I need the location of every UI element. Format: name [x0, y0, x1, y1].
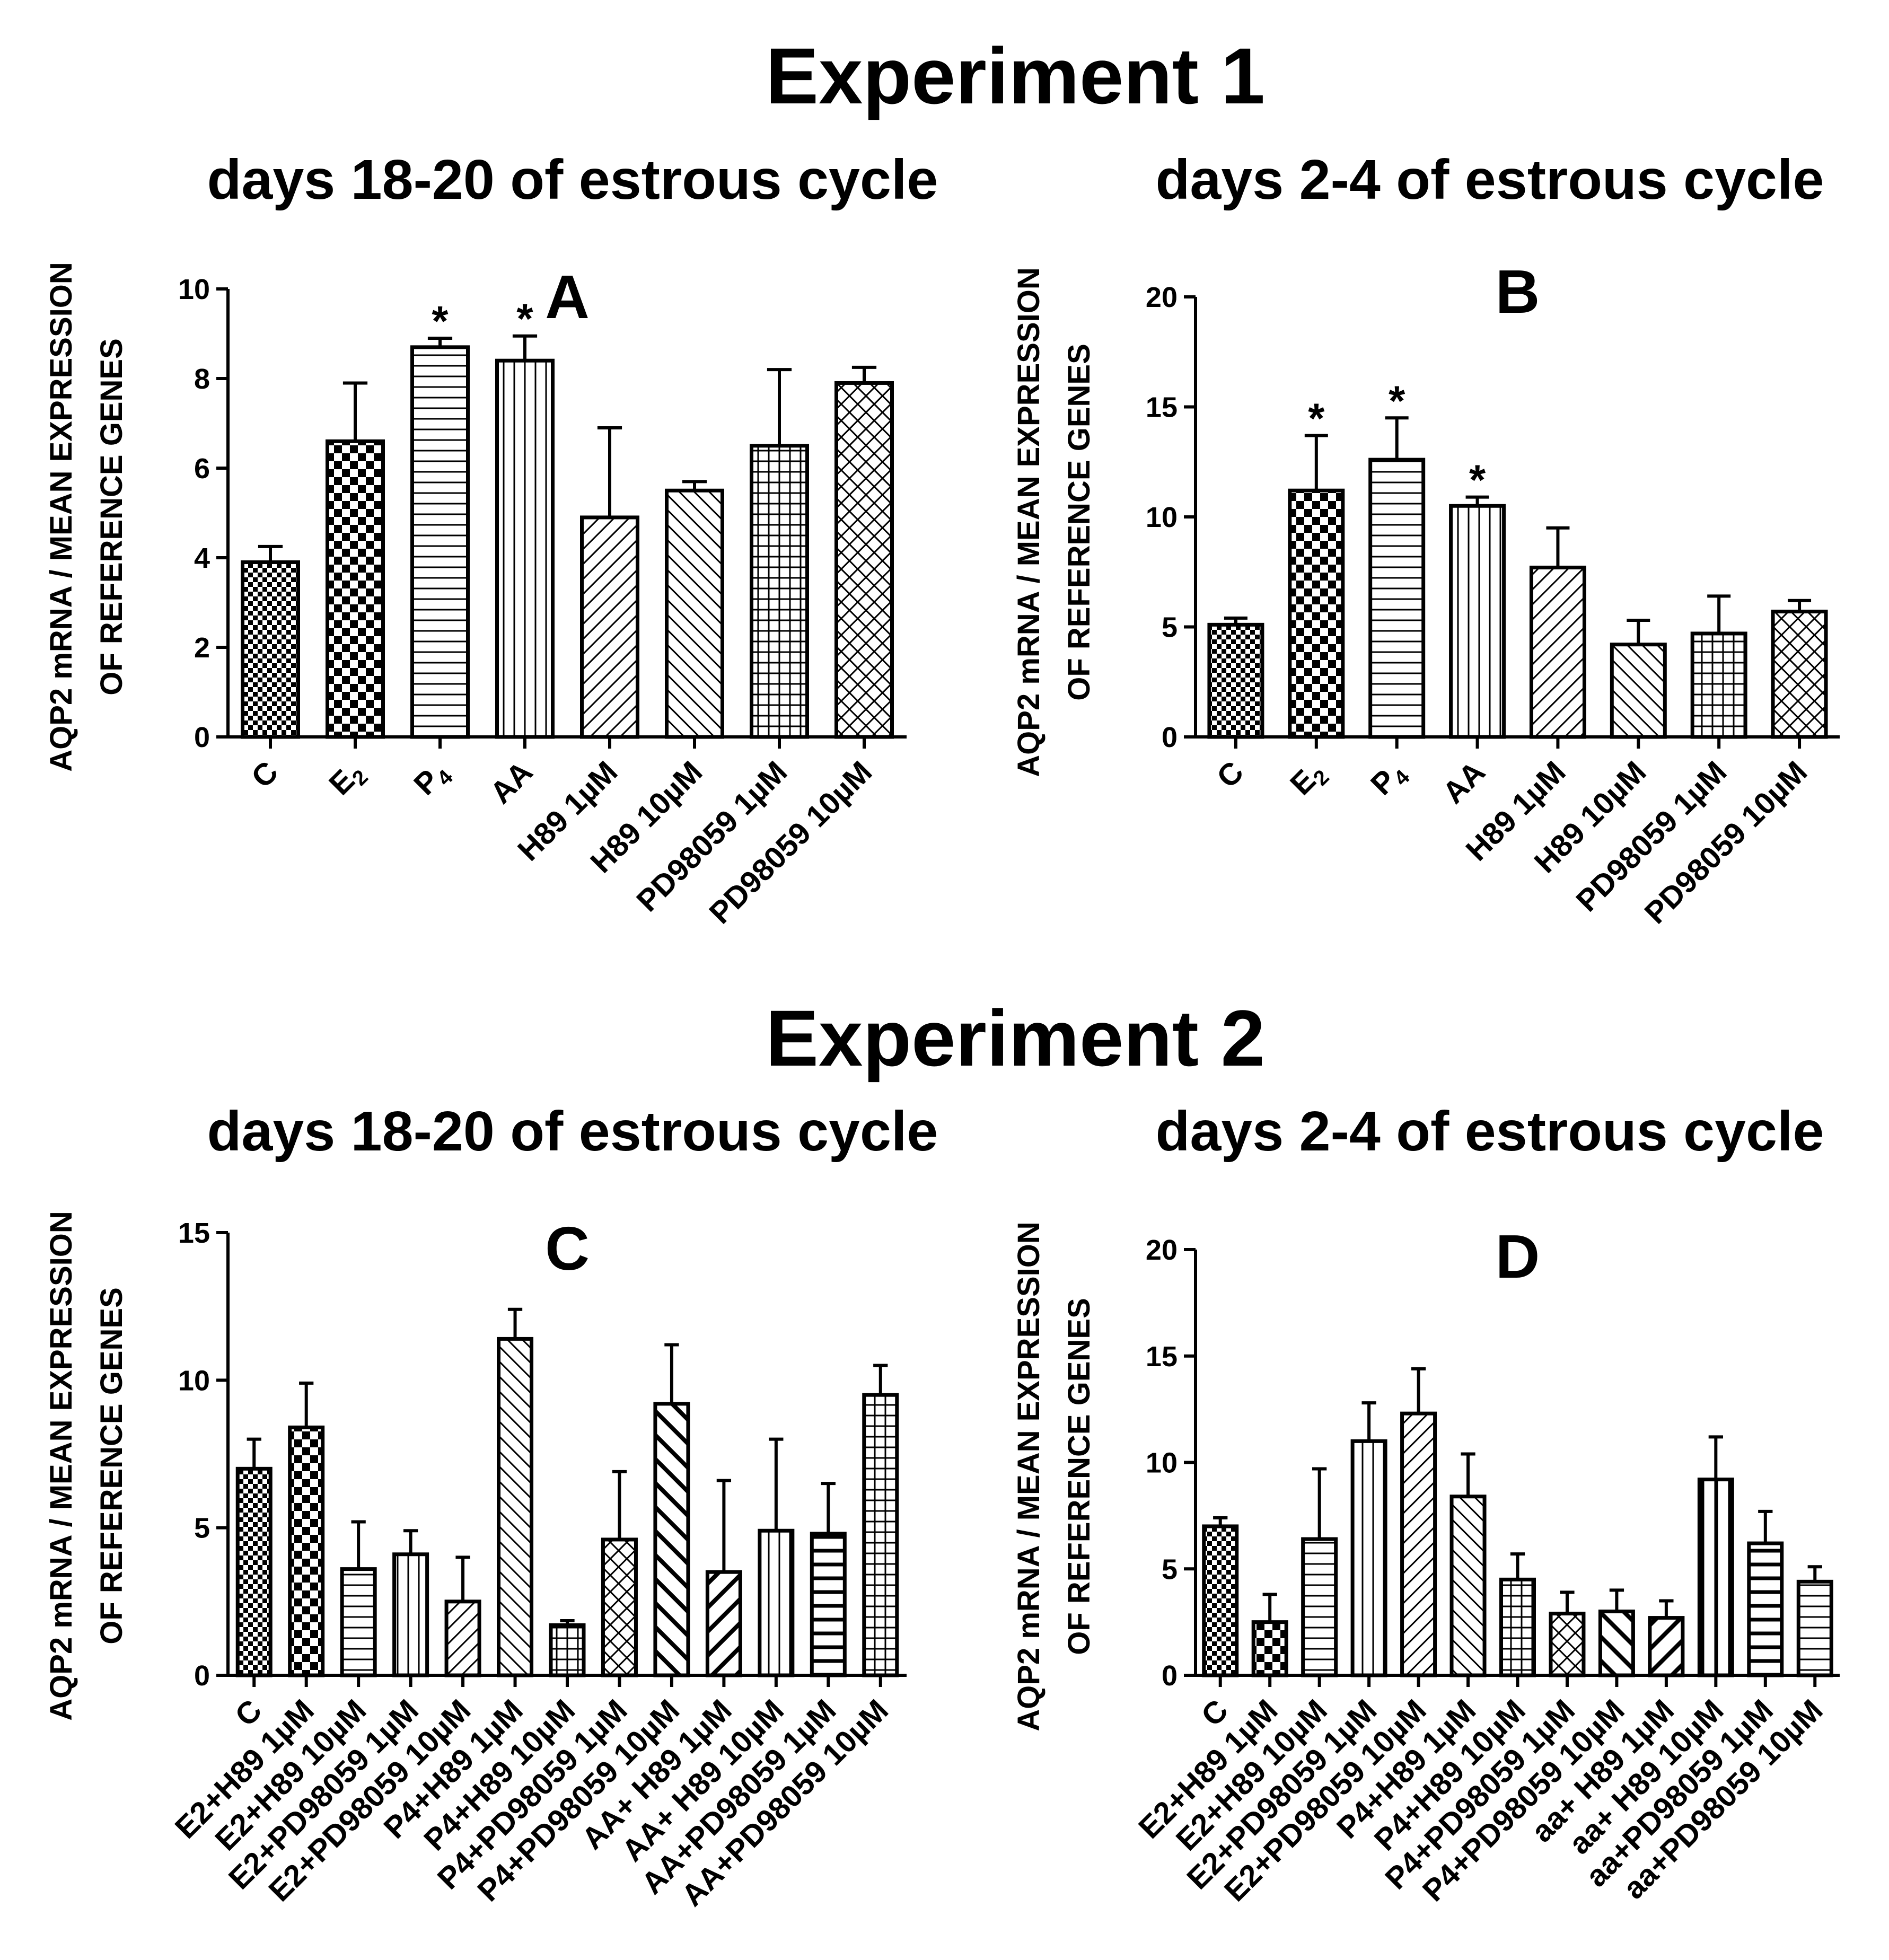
category-label: E2 [1284, 754, 1334, 805]
bar [549, 1623, 586, 1677]
experiment2-title: Experiment 2 [766, 994, 1265, 1083]
y-tick-label: 10 [1146, 502, 1178, 533]
y-tick-label: 10 [178, 274, 210, 305]
y-tick-label: 20 [1146, 282, 1178, 313]
y-tick-label: 8 [194, 363, 210, 395]
bar [601, 1537, 638, 1677]
bar [1747, 1541, 1784, 1677]
bar [665, 488, 724, 739]
bar [1690, 631, 1747, 739]
bar [1207, 622, 1264, 739]
bar [1400, 1411, 1437, 1677]
bar [1449, 504, 1506, 739]
subtitle-panel-c: days 18-20 of estrous cycle [207, 1100, 938, 1163]
bar [1301, 1537, 1338, 1677]
bar [340, 1567, 377, 1677]
bar [410, 345, 470, 739]
y-tick-label: 5 [194, 1513, 210, 1544]
y-tick-label: 4 [194, 542, 210, 574]
y-tick-label: 2 [194, 632, 210, 664]
y-tick-label: 0 [1162, 722, 1178, 753]
experiment1-title: Experiment 1 [766, 31, 1265, 120]
bar [1796, 1579, 1833, 1677]
bar [1202, 1524, 1239, 1677]
y-tick-label: 5 [1162, 612, 1178, 644]
bar [1610, 643, 1667, 739]
bar [497, 1337, 534, 1677]
ylabel-a-line1: AQP2 mRNA / MEAN EXPRESSION [44, 262, 78, 771]
y-tick-label: 20 [1146, 1234, 1178, 1266]
bar [1350, 1439, 1387, 1677]
bar [1697, 1478, 1734, 1677]
bar [1368, 458, 1426, 739]
significance-star: * [516, 295, 533, 342]
bar [241, 560, 300, 739]
y-tick-label: 10 [178, 1365, 210, 1396]
bar [834, 381, 894, 739]
category-label: P4 [1364, 754, 1414, 805]
y-tick-label: 5 [1162, 1553, 1178, 1585]
ylabel-d-line1: AQP2 mRNA / MEAN EXPRESSION [1012, 1221, 1046, 1731]
bar [1251, 1620, 1288, 1677]
bar [1598, 1610, 1635, 1677]
ylabel-b-line2: OF REFERENCE GENES [1062, 344, 1096, 701]
category-label: PD98059 1µM [630, 754, 794, 918]
bar [326, 439, 385, 739]
category-label: AA [1436, 754, 1492, 810]
y-tick-label: 6 [194, 453, 210, 485]
bar [653, 1402, 690, 1677]
significance-star: * [1469, 456, 1486, 504]
bar [862, 1393, 899, 1677]
ylabel-c-line1: AQP2 mRNA / MEAN EXPRESSION [44, 1211, 78, 1720]
category-label: P4 [407, 754, 458, 805]
subtitle-panel-d: days 2-4 of estrous cycle [1156, 1100, 1824, 1163]
bar [1449, 1495, 1487, 1677]
y-tick-label: 10 [1146, 1447, 1178, 1479]
subtitle-panel-a: days 18-20 of estrous cycle [207, 148, 938, 211]
bar [288, 1425, 325, 1677]
bar [1771, 609, 1828, 739]
category-label: C [1210, 754, 1251, 795]
bar [1288, 488, 1345, 739]
bar [235, 1466, 273, 1677]
ylabel-a-line2: OF REFERENCE GENES [94, 338, 129, 696]
y-tick-label: 15 [178, 1217, 210, 1249]
panel-letter-d: D [1496, 1222, 1540, 1291]
ylabel-b-line1: AQP2 mRNA / MEAN EXPRESSION [1012, 267, 1046, 777]
y-tick-label: 0 [194, 722, 210, 753]
bar [1529, 565, 1586, 739]
bar [444, 1599, 481, 1677]
category-label: AA [484, 754, 539, 810]
bar [495, 358, 555, 739]
bar [705, 1570, 742, 1677]
significance-star: * [432, 297, 449, 345]
bar [1648, 1616, 1685, 1677]
bar [750, 444, 809, 739]
significance-star: * [1389, 377, 1405, 424]
bar [392, 1552, 429, 1677]
y-tick-label: 0 [194, 1660, 210, 1692]
bar [1499, 1577, 1536, 1677]
ylabel-d-line2: OF REFERENCE GENES [1062, 1298, 1096, 1655]
bar [580, 515, 639, 739]
panel-letter-b: B [1496, 257, 1540, 326]
panel-letter-c: C [545, 1214, 590, 1283]
bar [810, 1532, 847, 1677]
y-tick-label: 0 [1162, 1660, 1178, 1692]
y-tick-label: 15 [1146, 392, 1178, 424]
subtitle-panel-b: days 2-4 of estrous cycle [1156, 148, 1824, 211]
bar [758, 1528, 795, 1677]
bar [1549, 1612, 1586, 1677]
y-tick-label: 15 [1146, 1341, 1178, 1373]
ylabel-c-line2: OF REFERENCE GENES [94, 1287, 129, 1645]
category-label: E2 [322, 754, 373, 805]
panel-letter-a: A [545, 262, 590, 331]
category-label: C [245, 754, 285, 795]
significance-star: * [1308, 394, 1325, 442]
